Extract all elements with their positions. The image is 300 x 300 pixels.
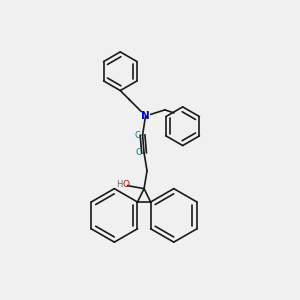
Text: H: H [116,180,123,189]
Text: N: N [141,111,150,121]
Text: C: C [136,148,142,158]
Text: O: O [123,180,130,189]
Text: C: C [134,130,140,140]
